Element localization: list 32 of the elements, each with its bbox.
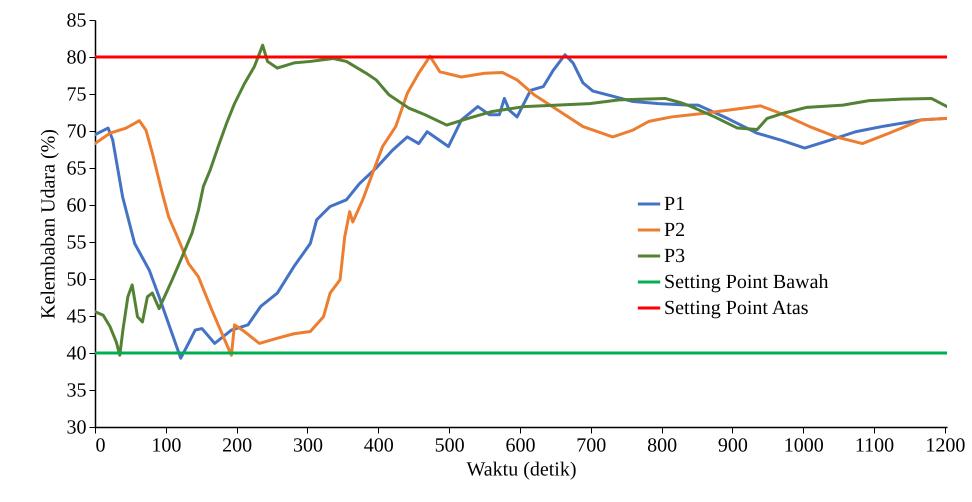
y-tick-label: 75 [66, 84, 86, 106]
y-tick-label: 50 [66, 268, 86, 290]
y-tick-label: 55 [66, 232, 86, 254]
y-tick-label: 80 [66, 46, 86, 68]
y-tick-label: 30 [66, 416, 86, 438]
x-tick-label: 200 [222, 434, 252, 456]
x-tick-label: 1000 [784, 434, 824, 456]
x-tick-label: 1100 [854, 434, 894, 456]
x-axis-title: Waktu (detik) [466, 458, 577, 480]
x-tick-label: 900 [718, 434, 748, 456]
legend-label: P3 [664, 244, 686, 267]
y-axis-title: Kelembaban Udara (%) [38, 129, 60, 319]
y-tick-label: 60 [66, 194, 86, 216]
legend-label: Setting Point Atas [664, 296, 809, 319]
y-tick-label: 85 [66, 10, 86, 32]
legend-label: P1 [664, 192, 686, 215]
y-tick-label: 35 [66, 380, 86, 402]
legend-label: P2 [664, 218, 686, 241]
y-tick-label: 45 [66, 306, 86, 328]
x-tick-label: 500 [434, 434, 465, 456]
x-tick-label: 300 [292, 434, 323, 456]
x-tick-label: 700 [576, 434, 606, 456]
y-tick-label: 70 [66, 120, 86, 142]
y-tick-label: 40 [66, 342, 86, 364]
x-tick-label: 400 [364, 434, 394, 456]
legend-label: Setting Point Bawah [664, 270, 828, 293]
x-tick-label: 600 [505, 434, 536, 456]
x-tick-label: 100 [151, 434, 182, 456]
x-tick-label: 1200 [925, 434, 966, 456]
x-tick-label: 800 [647, 434, 678, 456]
x-tick-label: 0 [96, 434, 106, 456]
y-tick-label: 65 [66, 158, 86, 180]
